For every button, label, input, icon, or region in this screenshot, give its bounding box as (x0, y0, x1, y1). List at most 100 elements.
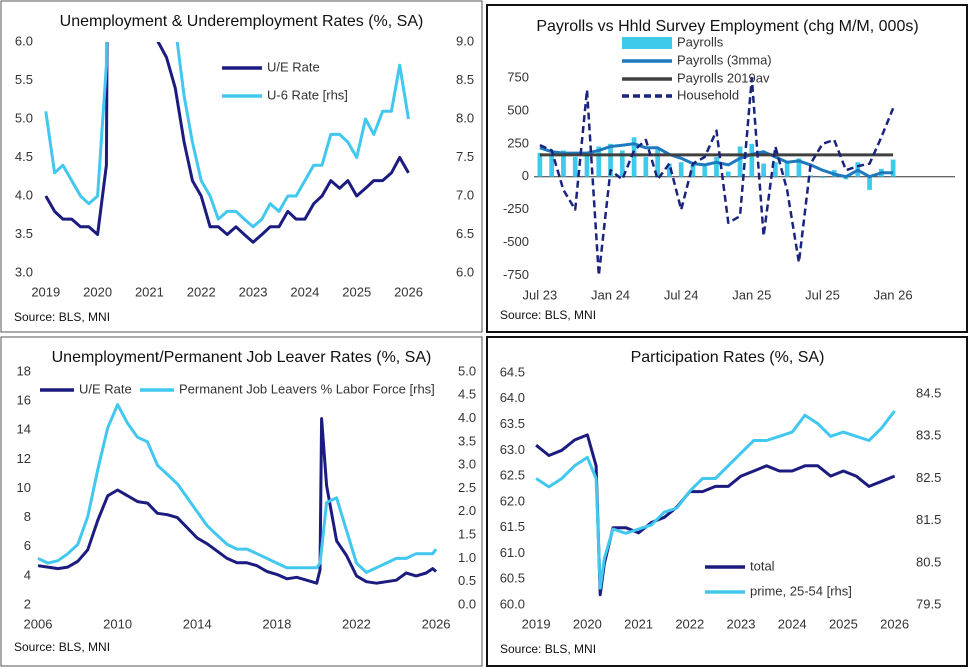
legend-label: U/E Rate (267, 59, 320, 74)
x-tick-label: 2010 (103, 616, 132, 631)
y-tick-label: 60.5 (500, 571, 525, 586)
x-tick-label: 2022 (342, 616, 371, 631)
y2-tick-label: 83.5 (916, 428, 941, 443)
y2-tick-label: 81.5 (916, 512, 941, 527)
bar (643, 157, 649, 177)
bar (549, 154, 555, 177)
y-tick-label: 61.0 (500, 545, 525, 560)
x-tick-label: 2025 (829, 616, 858, 631)
y2-tick-label: 8.0 (456, 110, 474, 125)
y-tick-label: 250 (507, 135, 529, 150)
series-line (44, 42, 410, 229)
legend-label: U/E Rate (79, 381, 132, 396)
bar (820, 176, 825, 179)
panel-frame (486, 336, 968, 667)
y-tick-label: 10 (17, 480, 31, 495)
y-tick-label: -750 (503, 267, 529, 282)
series-line (539, 76, 895, 277)
x-tick-label: 2006 (24, 616, 53, 631)
y-tick-label: -500 (503, 234, 529, 249)
bar (773, 162, 778, 177)
x-tick-label: Jan 26 (874, 287, 913, 302)
panel-frame (486, 4, 968, 333)
x-tick-label: Jan 25 (732, 287, 771, 302)
legend-label: Payrolls 2019av (677, 70, 770, 85)
x-tick-label: 2023 (239, 284, 268, 299)
y-tick-label: 5.5 (15, 72, 33, 87)
legend-label: Payrolls (3mma) (677, 52, 772, 67)
x-tick-label: 2021 (624, 616, 653, 631)
y-tick-label: 8 (24, 509, 31, 524)
y-tick-label: 3.5 (15, 226, 33, 241)
legend-label: U-6 Rate [rhs] (267, 87, 348, 102)
y-tick-label: 62.0 (500, 493, 525, 508)
bar (678, 162, 684, 177)
y2-tick-label: 6.5 (456, 226, 474, 241)
y-tick-label: 6 (24, 538, 31, 553)
y2-tick-label: 2.0 (458, 503, 476, 518)
x-tick-label: 2020 (573, 616, 602, 631)
bar (690, 164, 696, 177)
y-tick-label: 62.5 (500, 468, 525, 483)
y-tick-label: 4 (24, 567, 31, 582)
x-tick-label: 2024 (778, 616, 807, 631)
y-tick-label: 500 (507, 102, 529, 117)
panel-frame (0, 0, 483, 333)
bar (749, 143, 755, 177)
series-line (539, 142, 894, 179)
bar (761, 163, 766, 177)
y2-tick-label: 6.0 (456, 264, 474, 279)
x-tick-label: Jan 24 (591, 287, 630, 302)
legend-label: total (750, 558, 775, 573)
x-tick-label: 2024 (290, 284, 319, 299)
y2-tick-label: 4.0 (458, 410, 476, 425)
bar (714, 157, 719, 177)
y-tick-label: 18 (17, 363, 31, 378)
y2-tick-label: 0.5 (458, 573, 476, 588)
y-tick-label: 5.0 (15, 110, 33, 125)
y-tick-label: 12 (17, 451, 31, 466)
chart-title: Unemployment/Permanent Job Leaver Rates … (52, 349, 432, 366)
bar (537, 153, 543, 177)
bar (737, 146, 743, 177)
y-tick-label: 63.0 (500, 442, 525, 457)
y2-tick-label: 3.0 (458, 457, 476, 472)
y-tick-label: 64.5 (500, 364, 525, 379)
bar (667, 163, 672, 177)
source-note: Source: BLS, MNI (14, 640, 110, 654)
bar (890, 159, 896, 177)
x-tick-label: 2026 (880, 616, 909, 631)
y2-tick-label: 1.5 (458, 527, 476, 542)
x-tick-label: 2026 (394, 284, 423, 299)
y2-tick-label: 5.0 (458, 363, 476, 378)
series-line (535, 433, 896, 597)
y-tick-label: 64.0 (500, 390, 525, 405)
x-tick-label: 2021 (135, 284, 164, 299)
source-note: Source: BLS, MNI (14, 310, 110, 324)
bar (608, 143, 613, 177)
y-tick-label: 60.0 (500, 596, 525, 611)
bar (572, 157, 578, 177)
x-tick-label: Jul 25 (805, 287, 840, 302)
x-tick-label: 2018 (262, 616, 291, 631)
series-line (44, 42, 410, 244)
y-tick-label: -250 (503, 201, 529, 216)
bar (867, 176, 872, 190)
y2-tick-label: 4.5 (458, 387, 476, 402)
y-tick-label: 61.5 (500, 519, 525, 534)
bar (702, 166, 708, 177)
chart-title: Participation Rates (%, SA) (631, 349, 825, 366)
bar (784, 160, 790, 177)
y2-tick-label: 0.0 (458, 596, 476, 611)
legend-label: Permanent Job Leavers % Labor Force [rhs… (179, 381, 435, 396)
y-tick-label: 14 (17, 422, 31, 437)
bar (596, 146, 602, 177)
series-line (37, 403, 438, 574)
y-tick-label: 2 (24, 596, 31, 611)
y2-tick-label: 79.5 (916, 596, 941, 611)
legend-label: prime, 25-54 [rhs] (750, 583, 852, 598)
legend-label: Payrolls (677, 34, 724, 49)
y-tick-label: 6.0 (15, 33, 33, 48)
x-tick-label: Jul 24 (664, 287, 699, 302)
